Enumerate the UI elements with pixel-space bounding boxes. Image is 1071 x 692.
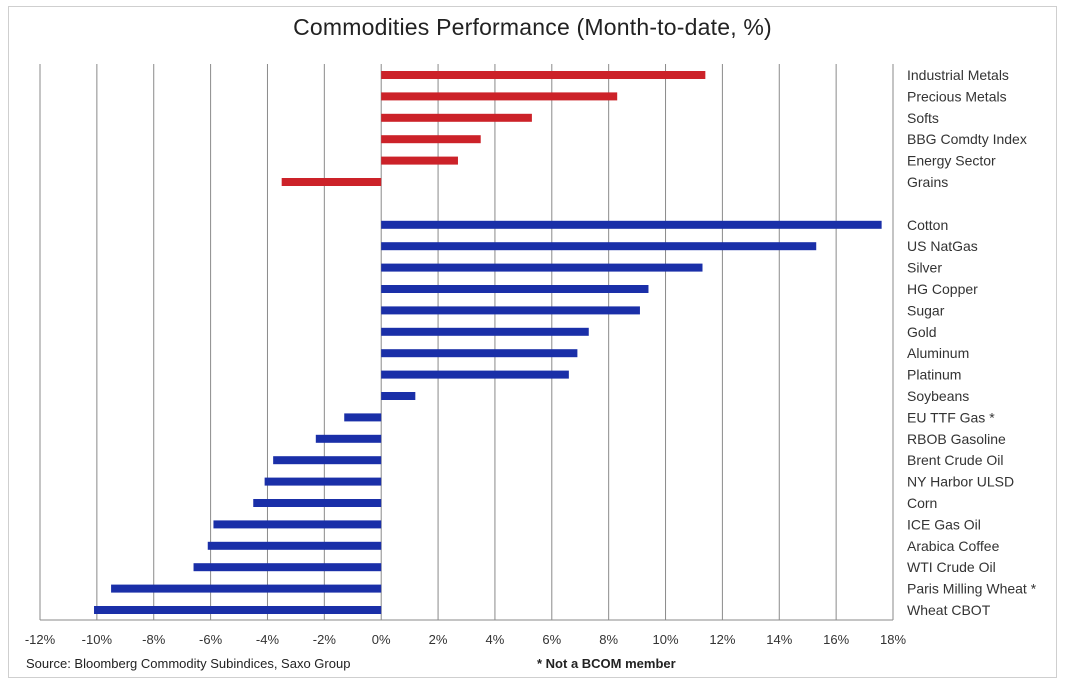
bar [111,584,382,593]
bar [381,285,649,293]
category-label: Energy Sector [907,153,996,169]
x-tick-label: 18% [880,632,906,647]
bar [381,327,589,336]
bar [253,499,382,507]
category-label: Aluminum [907,345,969,361]
category-label: Wheat CBOT [907,602,991,618]
chart-frame [8,6,1057,678]
x-tick-label: 4% [486,632,505,647]
bar [381,392,416,400]
grid-lines [39,64,894,621]
x-tick-label: -8% [142,632,166,647]
category-label: Brent Crude Oil [907,452,1003,468]
x-tick-label: 16% [823,632,849,647]
x-axis-ticks: -12% -10% -8% -6% -4% -2% 0% 2% 4% 6% 8% 10% 12% 14% 1… [25,632,907,647]
category-label: ICE Gas Oil [907,516,981,532]
bar [381,220,882,229]
x-tick-label: 0% [372,632,391,647]
x-tick-label: 2% [429,632,448,647]
x-tick-label: -4% [256,632,280,647]
x-tick-label: 14% [766,632,792,647]
category-label: Silver [907,260,942,276]
category-label: Softs [907,110,939,126]
bar [381,370,569,379]
bar [381,135,481,144]
bar [381,113,532,122]
category-label: RBOB Gasoline [907,431,1006,447]
source-note: Source: Bloomberg Commodity Subindices, … [26,656,351,671]
bar [207,541,382,550]
bar [381,263,703,272]
category-label: BBG Comdty Index [907,131,1027,147]
category-label: Platinum [907,367,961,383]
x-tick-label: 10% [653,632,679,647]
x-tick-label: 6% [542,632,561,647]
x-tick-label: -12% [25,632,56,647]
bar [193,563,382,572]
category-label: Gold [907,324,937,340]
category-label: Cotton [907,217,948,233]
x-tick-label: -2% [313,632,337,647]
bars [94,71,882,614]
x-tick-label: -6% [199,632,223,647]
bcom-note: * Not a BCOM member [537,656,676,671]
x-tick-label: 8% [599,632,618,647]
bar [381,349,578,358]
x-tick-label: 12% [709,632,735,647]
bar [381,242,817,251]
bar [381,306,640,315]
category-label: Corn [907,495,937,511]
category-label: US NatGas [907,238,978,254]
chart-title: Commodities Performance (Month-to-date, … [293,14,772,40]
bar [281,178,382,186]
category-label: Sugar [907,302,945,318]
category-label: NY Harbor ULSD [907,474,1014,490]
category-label: Industrial Metals [907,67,1009,83]
category-labels: Industrial Metals Precious Metals Softs BBG… [907,67,1037,618]
category-label: Arabica Coffee [907,538,1000,554]
bar [381,156,458,165]
category-label: WTI Crude Oil [907,559,996,575]
bar [315,434,382,443]
bar [381,92,618,101]
category-label: HG Copper [907,281,978,297]
bar [264,477,382,486]
category-label: Precious Metals [907,88,1007,104]
bar [94,606,382,614]
category-label: Grains [907,174,948,190]
category-label: Paris Milling Wheat * [907,581,1037,597]
bar [344,413,382,422]
category-label: Soybeans [907,388,969,404]
category-label: EU TTF Gas * [907,409,995,425]
x-tick-label: -10% [82,632,113,647]
bar [381,71,706,79]
bar [213,520,382,529]
bar [273,456,382,465]
